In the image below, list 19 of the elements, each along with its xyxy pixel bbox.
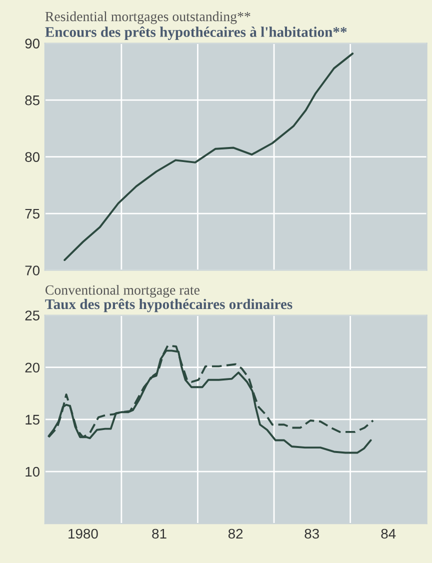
x-tick-label: 82 <box>228 528 243 539</box>
y-tick-label: 75 <box>25 208 40 219</box>
y-tick-label: 80 <box>25 152 40 162</box>
chart-title: Residential mortgages outstanding** <box>45 11 250 24</box>
x-tick-label: 84 <box>381 528 396 539</box>
y-tick-label: 15 <box>26 414 40 425</box>
x-tick-label: 81 <box>152 528 166 539</box>
y-tick-label: 10 <box>26 466 40 477</box>
y-tick-label: 90 <box>25 38 40 49</box>
y-tick-label: 85 <box>25 95 40 106</box>
chart-subtitle: Taux des prêts hypothécaires ordinaires <box>45 298 292 312</box>
chart-title: Conventional mortgage rate <box>46 284 200 298</box>
y-tick-label: 25 <box>25 310 40 320</box>
chart-subtitle: Encours des prêts hypothécaires à l'habitation** <box>45 26 347 40</box>
line-series <box>64 52 354 262</box>
x-tick-label: 83 <box>304 528 319 539</box>
y-tick-label: 20 <box>25 362 40 373</box>
y-tick-label: 70 <box>25 266 40 276</box>
x-tick-label: 1980 <box>68 528 98 539</box>
